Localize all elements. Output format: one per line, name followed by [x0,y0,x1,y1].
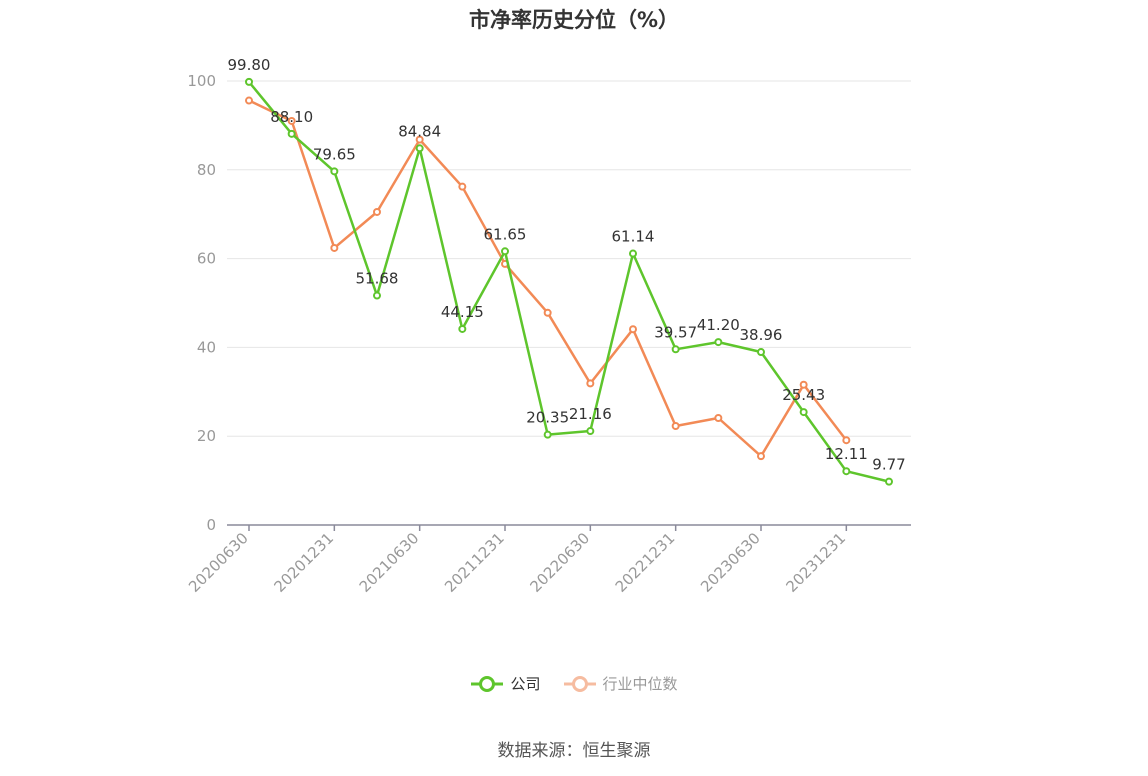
data-point-1-10 [671,421,680,430]
data-label-8: 21.16 [569,405,612,423]
legend: 公司 行业中位数 [0,673,1148,694]
data-label-13: 25.43 [782,386,825,404]
legend-industry-line-icon [563,675,596,692]
data-point-0-3 [373,291,381,300]
data-label-6: 61.65 [484,225,527,243]
data-label-15: 9.77 [872,456,905,474]
data-label-12: 38.96 [740,326,783,344]
data-point-0-14 [842,467,851,476]
data-point-0-5 [458,324,467,333]
data-point-1-11 [714,413,723,422]
data-point-1-7 [543,308,552,317]
x-axis: 20200630 20201231 20210630 20211231 20220630… [185,524,911,596]
x-tick-label-20231231: 20231231 [782,529,849,596]
data-point-1-5 [458,182,467,191]
data-point-0-6 [501,247,509,256]
data-label-2: 79.65 [313,145,356,163]
y-tick-label-40: 40 [197,338,216,356]
data-label-3: 51.68 [356,270,399,288]
data-point-0-1 [287,129,296,138]
data-label-7: 20.35 [526,409,569,427]
data-point-0-12 [757,348,765,357]
chart-title: 市净率历史分位（%） [468,8,680,32]
data-point-0-2 [330,167,339,176]
data-label-4: 84.84 [398,122,441,140]
series-line-0 [248,81,890,483]
data-labels: 99.80 88.10 79.65 51.68 84.84 44.15 61.65 20.35… [228,56,906,474]
data-label-1: 88.10 [270,108,313,126]
data-point-1-12 [757,452,765,461]
y-tick-label-0: 0 [206,516,216,534]
data-label-10: 39.57 [654,323,697,341]
data-label-0: 99.80 [228,56,271,74]
y-axis-tick-labels: 0 20 40 60 80 100 [187,72,216,534]
data-source: 数据来源：恒生聚源 [497,741,651,761]
x-tick-label-20201231: 20201231 [270,529,337,596]
data-point-0-10 [671,345,680,354]
series-layer [245,77,893,486]
legend-item-industry-median[interactable]: 行业中位数 [563,673,678,694]
y-tick-label-80: 80 [197,161,216,179]
data-point-0-15 [885,477,893,486]
data-point-1-13 [799,380,808,389]
x-tick-label-20221231: 20221231 [612,529,679,596]
x-tick-label-20200630: 20200630 [185,529,252,596]
y-tick-label-20: 20 [197,427,216,445]
data-point-0-11 [714,338,723,347]
x-tick-label-20220630: 20220630 [526,529,593,596]
data-point-0-7 [543,430,552,439]
data-point-0-13 [799,408,808,417]
data-point-1-3 [373,207,381,216]
data-label-14: 12.11 [825,445,868,463]
legend-company-label: 公司 [510,675,541,693]
data-label-11: 41.20 [697,316,740,334]
data-point-1-8 [586,379,595,388]
data-point-0-9 [629,249,637,258]
x-tick-label-20230630: 20230630 [697,529,764,596]
x-tick-label-20211231: 20211231 [441,529,508,596]
data-point-1-0 [245,96,253,105]
y-tick-label-60: 60 [197,250,216,268]
data-label-5: 44.15 [441,303,484,321]
y-tick-label-100: 100 [187,72,216,90]
data-label-9: 61.14 [612,228,655,246]
x-tick-label-20210630: 20210630 [356,529,423,596]
data-point-1-4 [415,135,424,144]
data-point-1-9 [629,325,637,334]
data-point-0-0 [245,77,253,86]
data-point-1-1 [287,116,296,125]
data-point-1-14 [842,436,851,445]
legend-industry-label: 行业中位数 [602,675,678,693]
data-point-0-4 [415,144,424,153]
data-point-1-2 [330,243,339,252]
grid-lines [227,80,911,437]
data-point-0-8 [586,427,595,436]
legend-company-line-icon [471,675,504,692]
legend-item-company[interactable]: 公司 [470,673,541,694]
